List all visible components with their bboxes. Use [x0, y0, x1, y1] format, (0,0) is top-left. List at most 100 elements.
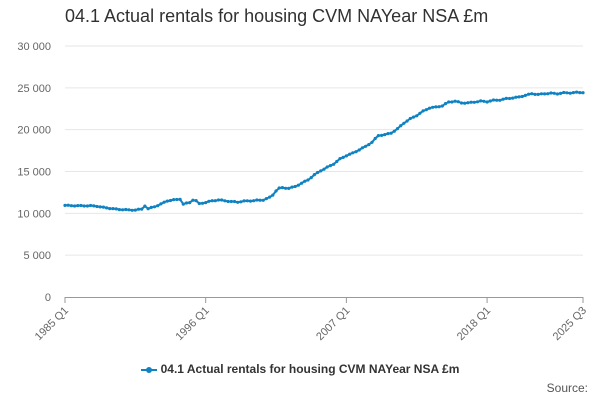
data-point[interactable]: [367, 143, 371, 147]
data-point[interactable]: [261, 198, 265, 202]
data-point[interactable]: [443, 102, 448, 106]
data-point[interactable]: [447, 100, 451, 104]
data-point[interactable]: [463, 101, 467, 105]
data-point[interactable]: [159, 202, 163, 206]
data-point[interactable]: [204, 201, 208, 205]
data-point[interactable]: [312, 173, 316, 177]
data-point[interactable]: [437, 105, 441, 109]
data-point[interactable]: [469, 100, 473, 104]
data-point[interactable]: [165, 199, 169, 203]
data-point[interactable]: [360, 146, 364, 150]
data-point[interactable]: [89, 203, 93, 208]
data-point[interactable]: [98, 205, 102, 209]
data-point[interactable]: [399, 124, 403, 128]
data-point[interactable]: [466, 101, 470, 105]
data-point[interactable]: [152, 205, 157, 209]
data-point[interactable]: [488, 99, 492, 103]
data-point[interactable]: [111, 207, 115, 211]
data-point[interactable]: [290, 185, 294, 189]
data-point[interactable]: [181, 202, 185, 206]
legend[interactable]: 04.1 Actual rentals for housing CVM NAYe…: [0, 362, 600, 376]
data-point[interactable]: [491, 98, 496, 102]
data-point[interactable]: [319, 169, 323, 173]
data-point[interactable]: [565, 91, 569, 95]
data-point[interactable]: [325, 165, 329, 169]
data-point[interactable]: [300, 181, 304, 185]
data-point[interactable]: [306, 178, 310, 182]
data-point[interactable]: [242, 199, 246, 203]
data-point[interactable]: [149, 205, 153, 209]
data-point[interactable]: [415, 114, 419, 118]
data-point[interactable]: [421, 109, 425, 113]
data-point[interactable]: [536, 92, 540, 96]
data-point[interactable]: [485, 100, 489, 104]
data-point[interactable]: [354, 150, 358, 154]
data-point[interactable]: [383, 133, 387, 137]
data-point[interactable]: [344, 154, 348, 158]
data-point[interactable]: [293, 184, 297, 189]
data-point[interactable]: [255, 198, 259, 202]
data-point[interactable]: [101, 205, 105, 209]
data-point[interactable]: [530, 92, 534, 96]
data-point[interactable]: [546, 92, 550, 96]
data-point[interactable]: [456, 100, 460, 104]
data-point[interactable]: [427, 106, 432, 110]
data-point[interactable]: [252, 199, 256, 203]
data-point[interactable]: [216, 198, 221, 202]
data-point[interactable]: [389, 131, 393, 135]
data-point[interactable]: [69, 204, 73, 208]
data-point[interactable]: [303, 179, 307, 183]
data-point[interactable]: [440, 104, 444, 108]
data-point[interactable]: [130, 208, 134, 212]
data-point[interactable]: [124, 207, 128, 212]
series-line[interactable]: [64, 91, 584, 212]
data-point[interactable]: [501, 97, 505, 101]
data-point[interactable]: [482, 99, 486, 103]
data-point[interactable]: [194, 199, 198, 203]
data-point[interactable]: [335, 159, 339, 164]
data-point[interactable]: [146, 207, 150, 211]
data-point[interactable]: [351, 151, 355, 155]
data-point[interactable]: [136, 207, 141, 211]
data-point[interactable]: [223, 199, 227, 203]
data-point[interactable]: [220, 198, 224, 202]
data-point[interactable]: [504, 96, 508, 100]
data-point[interactable]: [105, 206, 109, 210]
data-point[interactable]: [450, 100, 454, 104]
data-point[interactable]: [63, 203, 67, 207]
data-point[interactable]: [376, 134, 380, 138]
data-point[interactable]: [200, 201, 205, 205]
data-point[interactable]: [341, 155, 345, 159]
data-point[interactable]: [248, 199, 253, 203]
data-point[interactable]: [92, 204, 96, 208]
data-point[interactable]: [581, 91, 585, 95]
data-point[interactable]: [380, 133, 384, 137]
data-point[interactable]: [459, 101, 464, 105]
data-point[interactable]: [268, 195, 272, 199]
data-point[interactable]: [236, 200, 240, 204]
data-point[interactable]: [517, 95, 521, 99]
data-point[interactable]: [95, 204, 99, 209]
data-point[interactable]: [239, 200, 243, 204]
data-point[interactable]: [571, 91, 576, 95]
data-point[interactable]: [408, 116, 412, 121]
data-point[interactable]: [495, 98, 499, 102]
data-point[interactable]: [271, 193, 275, 197]
data-point[interactable]: [552, 91, 556, 95]
data-point[interactable]: [175, 197, 179, 202]
data-point[interactable]: [245, 199, 249, 203]
data-point[interactable]: [213, 199, 217, 203]
data-point[interactable]: [357, 148, 361, 152]
data-point[interactable]: [514, 95, 518, 99]
data-point[interactable]: [162, 200, 166, 204]
data-point[interactable]: [539, 92, 544, 96]
data-point[interactable]: [76, 204, 80, 208]
data-point[interactable]: [373, 136, 377, 141]
data-point[interactable]: [188, 201, 192, 205]
data-point[interactable]: [210, 199, 214, 203]
data-point[interactable]: [127, 208, 131, 212]
data-point[interactable]: [348, 152, 352, 156]
data-point[interactable]: [226, 199, 230, 204]
data-point[interactable]: [507, 96, 512, 101]
data-point[interactable]: [108, 207, 112, 211]
